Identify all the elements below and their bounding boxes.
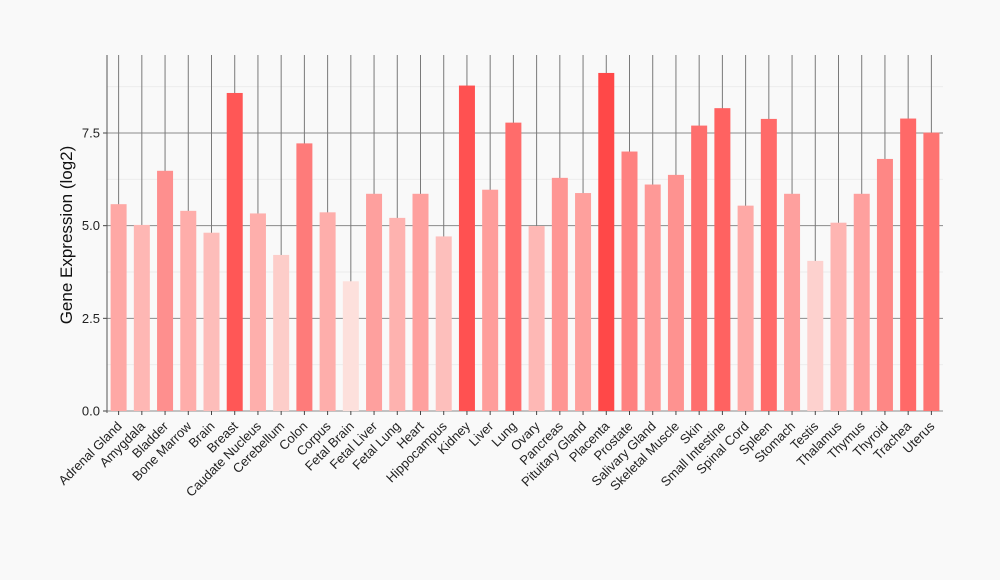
bar: [760, 118, 777, 411]
bars: [110, 72, 940, 412]
bar: [296, 143, 313, 411]
y-tick-label: 5.0: [82, 218, 100, 233]
bar: [575, 193, 592, 411]
bar: [389, 217, 406, 411]
bar: [876, 158, 893, 411]
bar: [691, 125, 708, 411]
bar: [714, 108, 731, 411]
bar: [319, 212, 336, 411]
bar: [110, 204, 127, 411]
bar: [157, 170, 174, 411]
bar: [621, 151, 638, 412]
bar: [830, 222, 847, 411]
y-tick-label: 0.0: [82, 404, 100, 419]
y-axis-title: Gene Expression (log2): [57, 146, 76, 325]
bar: [667, 174, 684, 411]
bar: [249, 213, 266, 411]
bar: [342, 281, 359, 411]
bar: [226, 92, 243, 411]
bar: [528, 226, 545, 411]
y-tick-label: 2.5: [82, 311, 100, 326]
bar: [551, 177, 568, 411]
bar: [180, 210, 197, 411]
bar: [737, 205, 754, 411]
bar: [203, 232, 220, 411]
y-axis: 0.0 2.5 5.0 7.5: [82, 55, 932, 419]
bar: [133, 224, 150, 411]
bar: [273, 254, 290, 411]
bar: [598, 72, 615, 412]
bar: [853, 193, 870, 411]
bar: [807, 260, 824, 411]
bar: [412, 193, 429, 411]
bar: [784, 193, 801, 411]
bar: [435, 236, 452, 411]
bar: [482, 189, 499, 411]
bar: [458, 85, 475, 412]
bar: [923, 132, 940, 411]
bar: [366, 193, 383, 411]
bar: [900, 118, 917, 411]
y-tick-label: 7.5: [82, 126, 100, 141]
bar: [644, 184, 661, 411]
bar: [505, 122, 522, 411]
